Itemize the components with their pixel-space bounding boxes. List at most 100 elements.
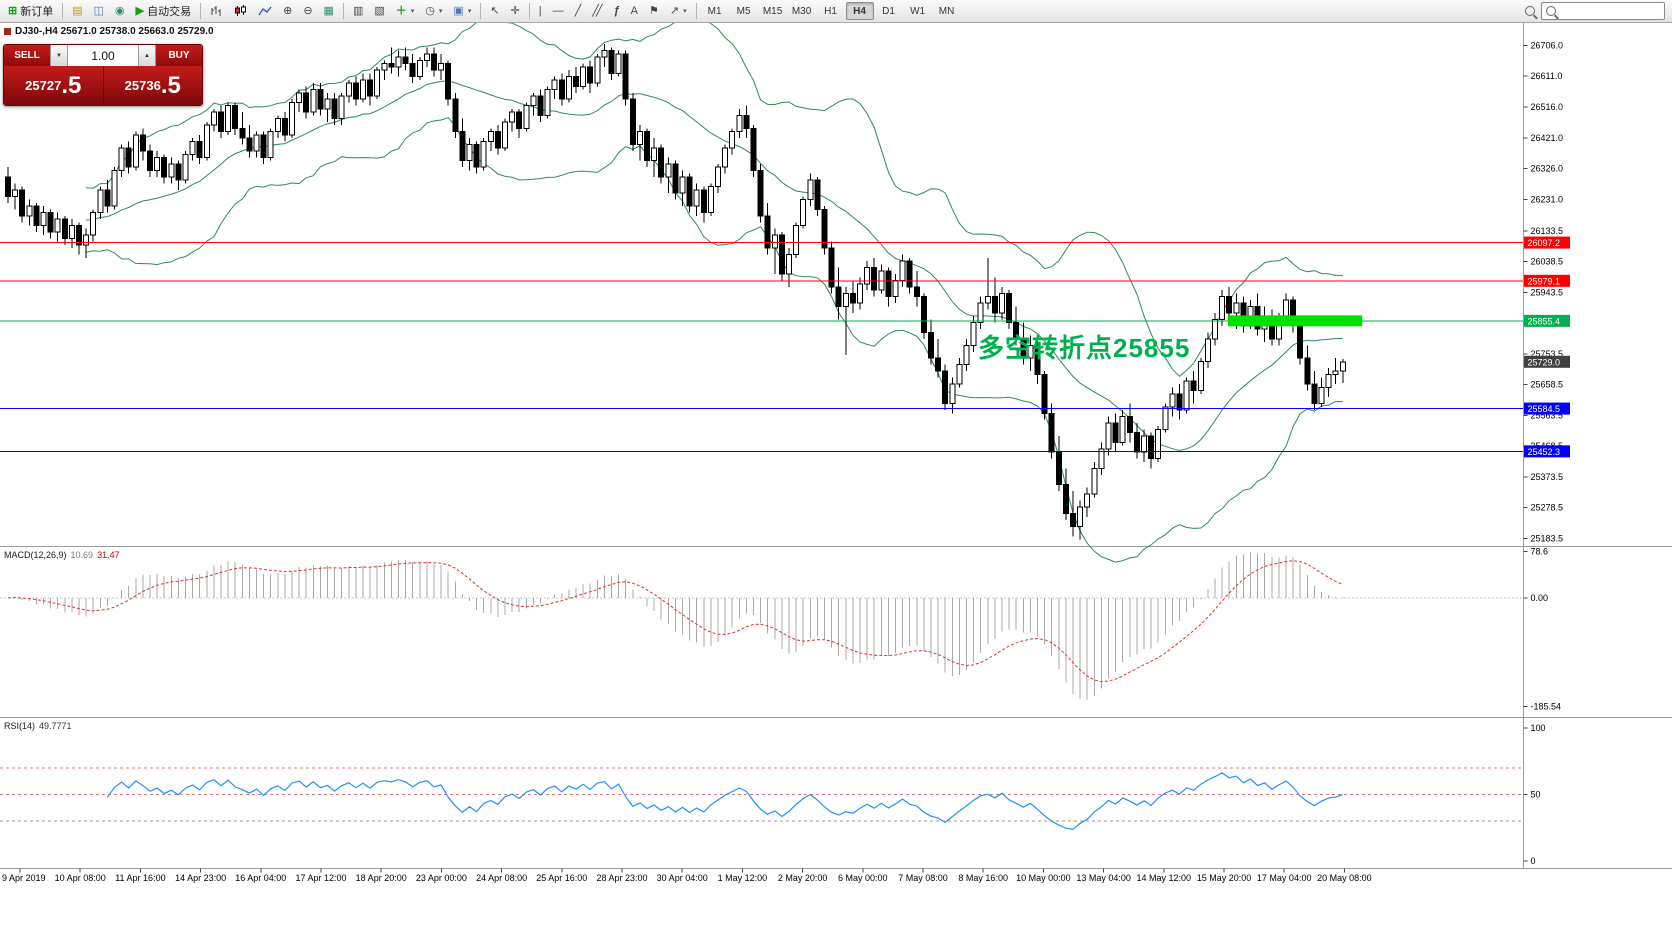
horizontal-line-button[interactable]: — [548, 1, 569, 21]
sell-price-button[interactable]: 25727.5 [4, 66, 104, 105]
market-watch-button[interactable]: ▤ [67, 1, 87, 21]
time-tick-label[interactable]: 14 Apr 23:00 [175, 873, 226, 883]
chevron-down-icon: ▾ [683, 8, 687, 15]
time-tick-label[interactable]: 30 Apr 04:00 [657, 873, 708, 883]
time-tick-label[interactable]: 13 May 04:00 [1076, 873, 1131, 883]
candle-body [388, 63, 395, 68]
indicators-button[interactable]: ＋ ▾ [391, 1, 420, 21]
candle-body [317, 89, 324, 110]
chart-annotation-text[interactable]: 多空转折点25855 [978, 333, 1191, 363]
timeframe-h1-button[interactable]: H1 [824, 5, 837, 17]
highlight-bar[interactable] [1227, 315, 1363, 327]
time-tick-label[interactable]: 1 May 12:00 [718, 873, 768, 883]
trendline-button[interactable]: ╱ [570, 1, 587, 21]
time-tick-label[interactable]: 20 May 08:00 [1317, 873, 1372, 883]
timeframe-mn-button[interactable]: MN [938, 5, 955, 17]
search-input[interactable] [1560, 3, 1660, 19]
timeframe-m1-button[interactable]: M1 [707, 5, 722, 17]
timeframe-m15-button[interactable]: M15 [762, 5, 783, 17]
search-button[interactable] [1520, 1, 1540, 21]
time-tick-label[interactable]: 17 Apr 12:00 [295, 873, 346, 883]
candle-body [147, 150, 153, 171]
time-tick-label[interactable]: 15 May 20:00 [1197, 873, 1252, 883]
macd-axis-label: -185.54 [1531, 701, 1562, 711]
candle-body [764, 215, 771, 249]
time-tick-label[interactable]: 9 Apr 2019 [2, 873, 46, 883]
timeframe-w1-button[interactable]: W1 [910, 5, 926, 17]
new-order-button[interactable]: ⊞ 新订单 [3, 1, 58, 21]
candle-body [807, 179, 814, 201]
buy-button[interactable]: BUY [156, 45, 202, 66]
candle-body [409, 63, 416, 78]
time-tick-label[interactable]: 6 May 00:00 [838, 873, 888, 883]
volume-input[interactable]: 1.00 [68, 45, 138, 66]
zoom-out-button[interactable]: ⊖ [298, 1, 317, 21]
time-tick-label[interactable]: 23 Apr 00:00 [416, 873, 467, 883]
price-tick-label: 25563.5 [1531, 410, 1564, 420]
time-tick-label[interactable]: 8 May 16:00 [958, 873, 1008, 883]
price-line-badge-label: 25729.0 [1528, 357, 1561, 367]
candle-body [1133, 432, 1140, 453]
vertical-line-button[interactable]: | [534, 1, 547, 21]
autotrading-button[interactable]: ▶ 自动交易 [131, 1, 196, 21]
line-chart-button[interactable] [253, 1, 277, 21]
timeframe-h4-button[interactable]: H4 [845, 2, 874, 20]
market-watch-icon: ▤ [72, 4, 83, 17]
time-tick-label[interactable]: 2 May 20:00 [778, 873, 828, 883]
timeframe-m5-button[interactable]: M5 [736, 5, 751, 17]
price-tick-label: 26231.0 [1531, 194, 1564, 204]
time-tick-label[interactable]: 10 May 00:00 [1016, 873, 1071, 883]
grid-button[interactable]: ▦ [319, 1, 339, 21]
tile-windows-button[interactable]: ▥ [348, 1, 368, 21]
candle-body [743, 114, 750, 129]
time-tick-label[interactable]: 25 Apr 16:00 [536, 873, 587, 883]
candle-body [83, 234, 90, 246]
crosshair-button[interactable]: ✛ [506, 1, 525, 21]
cascade-windows-icon: ▧ [374, 4, 385, 17]
templates-button[interactable]: ▣ ▾ [448, 1, 476, 21]
fibonacci-icon: ƒ [613, 4, 620, 17]
label-button[interactable]: ⚑ [644, 1, 664, 21]
cascade-windows-button[interactable]: ▧ [369, 1, 389, 21]
candle-body [210, 111, 217, 126]
candle-body [1226, 296, 1233, 314]
time-tick-label[interactable]: 17 May 04:00 [1257, 873, 1312, 883]
cursor-button[interactable]: ↖ [485, 1, 504, 21]
timeframe-m30-button[interactable]: M30 [791, 5, 812, 17]
arrows-button[interactable]: ↗ ▾ [665, 1, 692, 21]
candlestick-chart-button[interactable] [229, 1, 252, 21]
text-button[interactable]: A [626, 1, 643, 21]
candle-body [1077, 506, 1084, 528]
time-tick-label[interactable]: 24 Apr 08:00 [476, 873, 527, 883]
fibonacci-button[interactable]: ƒ [609, 1, 625, 21]
time-tick-label[interactable]: 16 Apr 04:00 [235, 873, 286, 883]
volume-increase-button[interactable]: ▲ [138, 45, 156, 66]
time-tick-label[interactable]: 18 Apr 20:00 [356, 873, 407, 883]
candle-body [402, 56, 409, 65]
price-line-badge-label: 25584.5 [1528, 404, 1561, 414]
candle-body [928, 331, 934, 359]
candle-body [381, 63, 388, 71]
bar-chart-icon [211, 6, 221, 16]
candle-body [601, 50, 608, 58]
candle-body [61, 218, 68, 239]
volume-decrease-button[interactable]: ▼ [50, 45, 68, 66]
time-tick-label[interactable]: 11 Apr 16:00 [115, 873, 165, 883]
channel-button[interactable]: ╱╱ [587, 1, 607, 21]
time-tick-label[interactable]: 10 Apr 08:00 [55, 873, 106, 883]
bar-chart-button[interactable] [205, 1, 228, 21]
data-window-button[interactable]: ◫ [89, 1, 109, 21]
buy-price-button[interactable]: 25736.5 [103, 66, 202, 105]
candle-body [104, 189, 111, 207]
candle-body [97, 189, 104, 214]
time-tick-label[interactable]: 14 May 12:00 [1137, 873, 1192, 883]
time-tick-label[interactable]: 7 May 08:00 [898, 873, 948, 883]
navigator-button[interactable]: ◉ [110, 1, 130, 21]
time-tick-label[interactable]: 28 Apr 23:00 [596, 873, 647, 883]
rsi-line [106, 772, 1343, 831]
sell-button[interactable]: SELL [4, 45, 50, 66]
periods-button[interactable]: ◷ ▾ [420, 1, 447, 21]
zoom-in-button[interactable]: ⊕ [278, 1, 297, 21]
timeframe-d1-button[interactable]: D1 [882, 5, 895, 17]
